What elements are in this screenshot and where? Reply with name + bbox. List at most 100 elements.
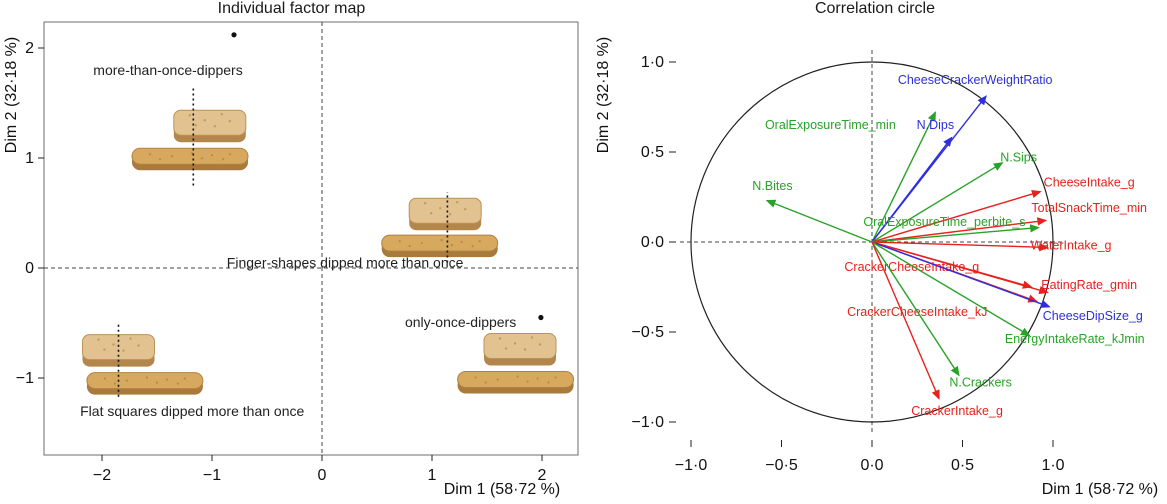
- cracker-speckle: [188, 114, 191, 117]
- cracker-speckle: [170, 155, 174, 158]
- plot-border: [43, 21, 579, 456]
- cracker-speckle: [176, 382, 179, 385]
- cracker-speckle: [220, 113, 223, 116]
- y-axis-label: Dim 2 (32·18 %): [595, 37, 612, 153]
- cracker-speckle: [113, 382, 116, 385]
- cracker-speckle: [203, 119, 206, 122]
- y-axis-label: Dim 2 (32·18 %): [3, 37, 20, 153]
- variable-label: TotalSnackTime_min: [1031, 201, 1147, 215]
- cracker-group: [381, 192, 499, 263]
- x-tick-label: 0: [318, 467, 327, 484]
- variable-arrow: [871, 136, 953, 243]
- cracker-speckle: [471, 245, 474, 248]
- variable-label: EatingRate_gmin: [1041, 278, 1137, 292]
- cracker-group: [131, 87, 249, 186]
- individual-point: [231, 32, 237, 38]
- cracker-group: [457, 333, 575, 394]
- cracker-speckle: [228, 153, 232, 156]
- cracker-speckle: [504, 347, 508, 350]
- y-tick-label: −1: [16, 370, 34, 387]
- cracker-speckle: [129, 337, 132, 340]
- cracker-speckle: [125, 379, 128, 382]
- variable-arrow: [871, 241, 960, 377]
- y-tick-label: 0·0: [641, 234, 664, 251]
- cracker-speckle: [97, 338, 100, 341]
- variable-arrow: [871, 162, 1004, 243]
- cracker-speckle: [228, 120, 231, 123]
- y-tick-label: 1·0: [641, 54, 664, 71]
- variable-arrow: [871, 224, 1040, 243]
- cracker-finger-photo: [381, 234, 499, 252]
- cracker-speckle: [526, 380, 529, 383]
- variable-label: CheeseIntake_g: [1044, 176, 1135, 190]
- y-tick-label: 1: [25, 150, 34, 167]
- cracker-speckle: [439, 207, 442, 210]
- cracker-speckle: [440, 239, 443, 242]
- cracker-speckle: [464, 208, 467, 211]
- cracker-speckle: [137, 344, 140, 347]
- cracker-speckle: [148, 153, 152, 156]
- cracker-speckle: [424, 202, 427, 205]
- cracker-speckle: [221, 158, 225, 161]
- cracker-speckle: [158, 158, 162, 161]
- cracker-speckle: [474, 376, 477, 379]
- cracker-square-photo: [82, 334, 155, 361]
- cracker-square-photo: [173, 109, 247, 136]
- cracker-speckle: [165, 378, 168, 381]
- variable-label: N.Sips: [1000, 150, 1037, 164]
- cracker-finger-photo: [131, 147, 249, 165]
- x-tick-label: −1·0: [675, 457, 708, 474]
- correlation-circle-plot: −1·0 −0·5 0·0 0·5 1·0 −1·0 −0·5 0·0 0·5 1·0 Dim 1 …: [595, 37, 1158, 498]
- x-axis-label: Dim 1 (58·72 %): [444, 481, 560, 498]
- cracker-square-photo: [483, 333, 557, 359]
- x-tick-label: −2: [93, 467, 111, 484]
- cracker-speckle: [460, 241, 463, 244]
- cracker-speckle: [210, 154, 214, 157]
- cracker-speckle: [516, 375, 519, 378]
- variable-arrow: [765, 199, 873, 243]
- cracker-speckle: [547, 381, 550, 384]
- variable-label: OralExposureTime_min: [765, 118, 896, 132]
- cluster-label: Flat squares dipped more than once: [80, 403, 304, 419]
- individual-point: [538, 314, 544, 321]
- variable-label: WaterIntake_g: [1031, 239, 1112, 253]
- variable-arrow: [871, 241, 1049, 295]
- cracker-speckle: [194, 124, 197, 127]
- cracker-speckle: [478, 240, 481, 243]
- variable-arrow: [871, 241, 1049, 252]
- cracker-speckle: [155, 381, 158, 384]
- cracker-speckle: [496, 378, 499, 381]
- cracker-finger-photo: [457, 371, 575, 388]
- cracker-speckle: [145, 376, 148, 379]
- y-tick-label: −0·5: [632, 324, 665, 341]
- cracker-speckle: [450, 244, 453, 247]
- right-chart-title: Correlation circle: [814, 0, 936, 17]
- x-tick-label: −0·5: [765, 457, 798, 474]
- cracker-speckle: [554, 376, 557, 379]
- x-tick-label: −1: [203, 467, 221, 484]
- panel-individual-factor-map: Individual factor map −2 −1 0 1 2 −1 0 1 2 Dim 1 …: [0, 0, 583, 504]
- cracker-speckle: [456, 201, 459, 204]
- x-tick-label: 1: [428, 467, 437, 484]
- cracker-speckle: [103, 348, 106, 351]
- cracker-speckle: [408, 245, 411, 248]
- variable-label: N.Bites: [752, 179, 792, 193]
- variable-label: CrackerIntake_g: [911, 404, 1003, 418]
- cracker-speckle: [420, 242, 423, 245]
- cracker-speckle: [183, 377, 186, 380]
- variable-arrow: [871, 189, 1042, 243]
- x-tick-label: 2: [538, 467, 547, 484]
- individual-label: more-than-once-dippers: [93, 62, 242, 78]
- cracker-speckle: [536, 377, 539, 380]
- panel-correlation-circle: Correlation circle −1·0 −0·5 0·0 0·5 1·0 −1·0…: [583, 0, 1167, 504]
- cracker-speckle: [484, 381, 487, 384]
- cracker-speckle: [122, 349, 125, 352]
- cracker-speckle: [103, 377, 106, 380]
- variable-label: N.Dips: [917, 118, 955, 132]
- individual-label: only-once-dippers: [405, 314, 516, 330]
- x-axis-label: Dim 1 (58·72 %): [1042, 481, 1158, 498]
- variable-label: N.Crackers: [949, 375, 1012, 389]
- cracker-speckle: [498, 337, 502, 340]
